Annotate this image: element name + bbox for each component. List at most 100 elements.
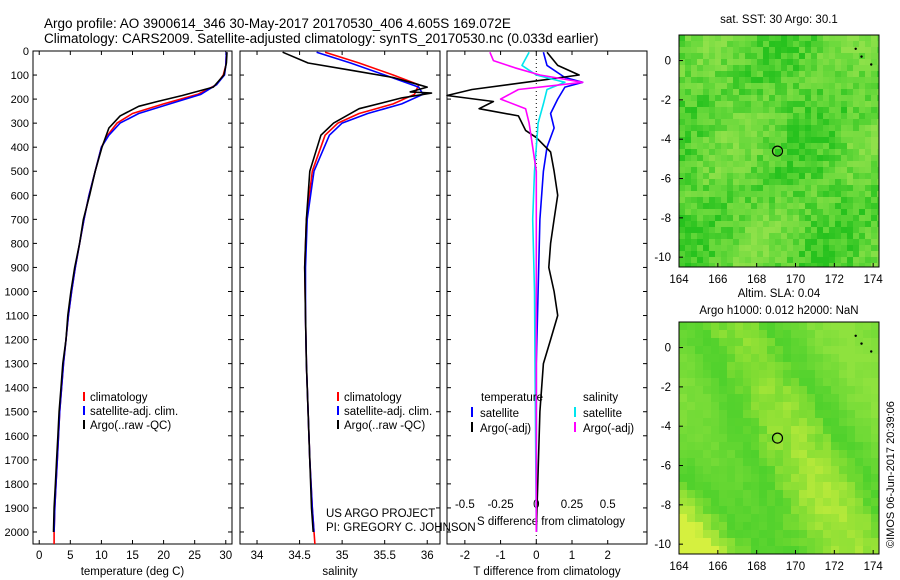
- map-cell: [841, 107, 847, 113]
- depth-tick-label: 900: [11, 262, 29, 274]
- map-cell: [709, 35, 715, 41]
- map-cell: [823, 125, 829, 131]
- map-cell: [815, 458, 823, 466]
- map-cell: [769, 83, 775, 89]
- map-cell: [799, 47, 805, 53]
- map-cell: [763, 221, 769, 227]
- map-cell: [767, 506, 775, 514]
- map-cell: [817, 155, 823, 161]
- map-cell: [877, 47, 879, 53]
- map-cell: [839, 322, 847, 330]
- map-cell: [739, 125, 745, 131]
- map-cell: [735, 378, 743, 386]
- map-cell: [871, 442, 879, 450]
- map-cell: [727, 173, 733, 179]
- map-cell: [679, 227, 685, 233]
- map-cell: [865, 185, 871, 191]
- map-cell: [745, 227, 751, 233]
- map-cell: [695, 330, 703, 338]
- map-cell: [831, 362, 839, 370]
- map-cell: [847, 378, 855, 386]
- map-cell: [775, 466, 783, 474]
- map-cell: [775, 185, 781, 191]
- map-cell: [791, 370, 799, 378]
- map-cell: [793, 179, 799, 185]
- map-cell: [769, 227, 775, 233]
- map-cell: [745, 173, 751, 179]
- map-cell: [871, 173, 877, 179]
- map-cell: [835, 245, 841, 251]
- map-cell: [799, 155, 805, 161]
- map-cell: [799, 41, 805, 47]
- map-cell: [863, 530, 871, 538]
- map-cell: [743, 482, 751, 490]
- map-cell: [775, 113, 781, 119]
- map-cell: [791, 466, 799, 474]
- map-cell: [769, 47, 775, 53]
- map-cell: [767, 362, 775, 370]
- map-cell: [733, 65, 739, 71]
- map-cell: [759, 386, 767, 394]
- map-y-tick-label: -2: [661, 95, 671, 107]
- map-cell: [817, 227, 823, 233]
- map-cell: [769, 161, 775, 167]
- map-cell: [679, 239, 685, 245]
- credit-pi: PI: GREGORY C. JOHNSON: [326, 522, 476, 534]
- depth-tick-label: 2000: [5, 527, 29, 539]
- map-cell: [733, 131, 739, 137]
- map-cell: [691, 119, 697, 125]
- map-cell: [727, 402, 735, 410]
- map-cell: [743, 450, 751, 458]
- map-cell: [775, 47, 781, 53]
- map-x-tick-label: 170: [786, 274, 805, 286]
- map-cell: [759, 442, 767, 450]
- map-cell: [823, 59, 829, 65]
- map-cell: [739, 251, 745, 257]
- map-cell: [763, 233, 769, 239]
- map-cell: [871, 474, 879, 482]
- map-cell: [759, 418, 767, 426]
- map-cell: [715, 137, 721, 143]
- map-cell: [811, 245, 817, 251]
- map-cell: [691, 125, 697, 131]
- map-cell: [679, 410, 687, 418]
- map-cell: [807, 410, 815, 418]
- map-cell: [783, 458, 791, 466]
- x-tick-label: -2: [460, 550, 470, 562]
- map-cell: [807, 346, 815, 354]
- map-cell: [703, 538, 711, 546]
- map-cell: [735, 522, 743, 530]
- map-cell: [839, 410, 847, 418]
- map-cell: [835, 161, 841, 167]
- island-dot: [870, 350, 873, 353]
- map-cell: [817, 197, 823, 203]
- map-cell: [799, 245, 805, 251]
- map-cell: [811, 167, 817, 173]
- map-cell: [733, 71, 739, 77]
- map-cell: [865, 83, 871, 89]
- map-cell: [831, 410, 839, 418]
- map-cell: [805, 233, 811, 239]
- map-cell: [745, 167, 751, 173]
- map-cell: [695, 450, 703, 458]
- map-cell: [763, 59, 769, 65]
- map-cell: [877, 245, 879, 251]
- map-cell: [703, 233, 709, 239]
- map-cell: [739, 71, 745, 77]
- map-cell: [865, 167, 871, 173]
- map-cell: [757, 101, 763, 107]
- map-cell: [811, 89, 817, 95]
- map-cell: [775, 107, 781, 113]
- map-cell: [703, 346, 711, 354]
- map-cell: [877, 239, 879, 245]
- map-cell: [831, 426, 839, 434]
- map-cell: [721, 161, 727, 167]
- map-cell: [709, 209, 715, 215]
- map-cell: [863, 538, 871, 546]
- map-cell: [679, 185, 685, 191]
- map-cell: [835, 179, 841, 185]
- map-cell: [775, 161, 781, 167]
- map-cell: [685, 113, 691, 119]
- map-cell: [685, 155, 691, 161]
- map-cell: [679, 119, 685, 125]
